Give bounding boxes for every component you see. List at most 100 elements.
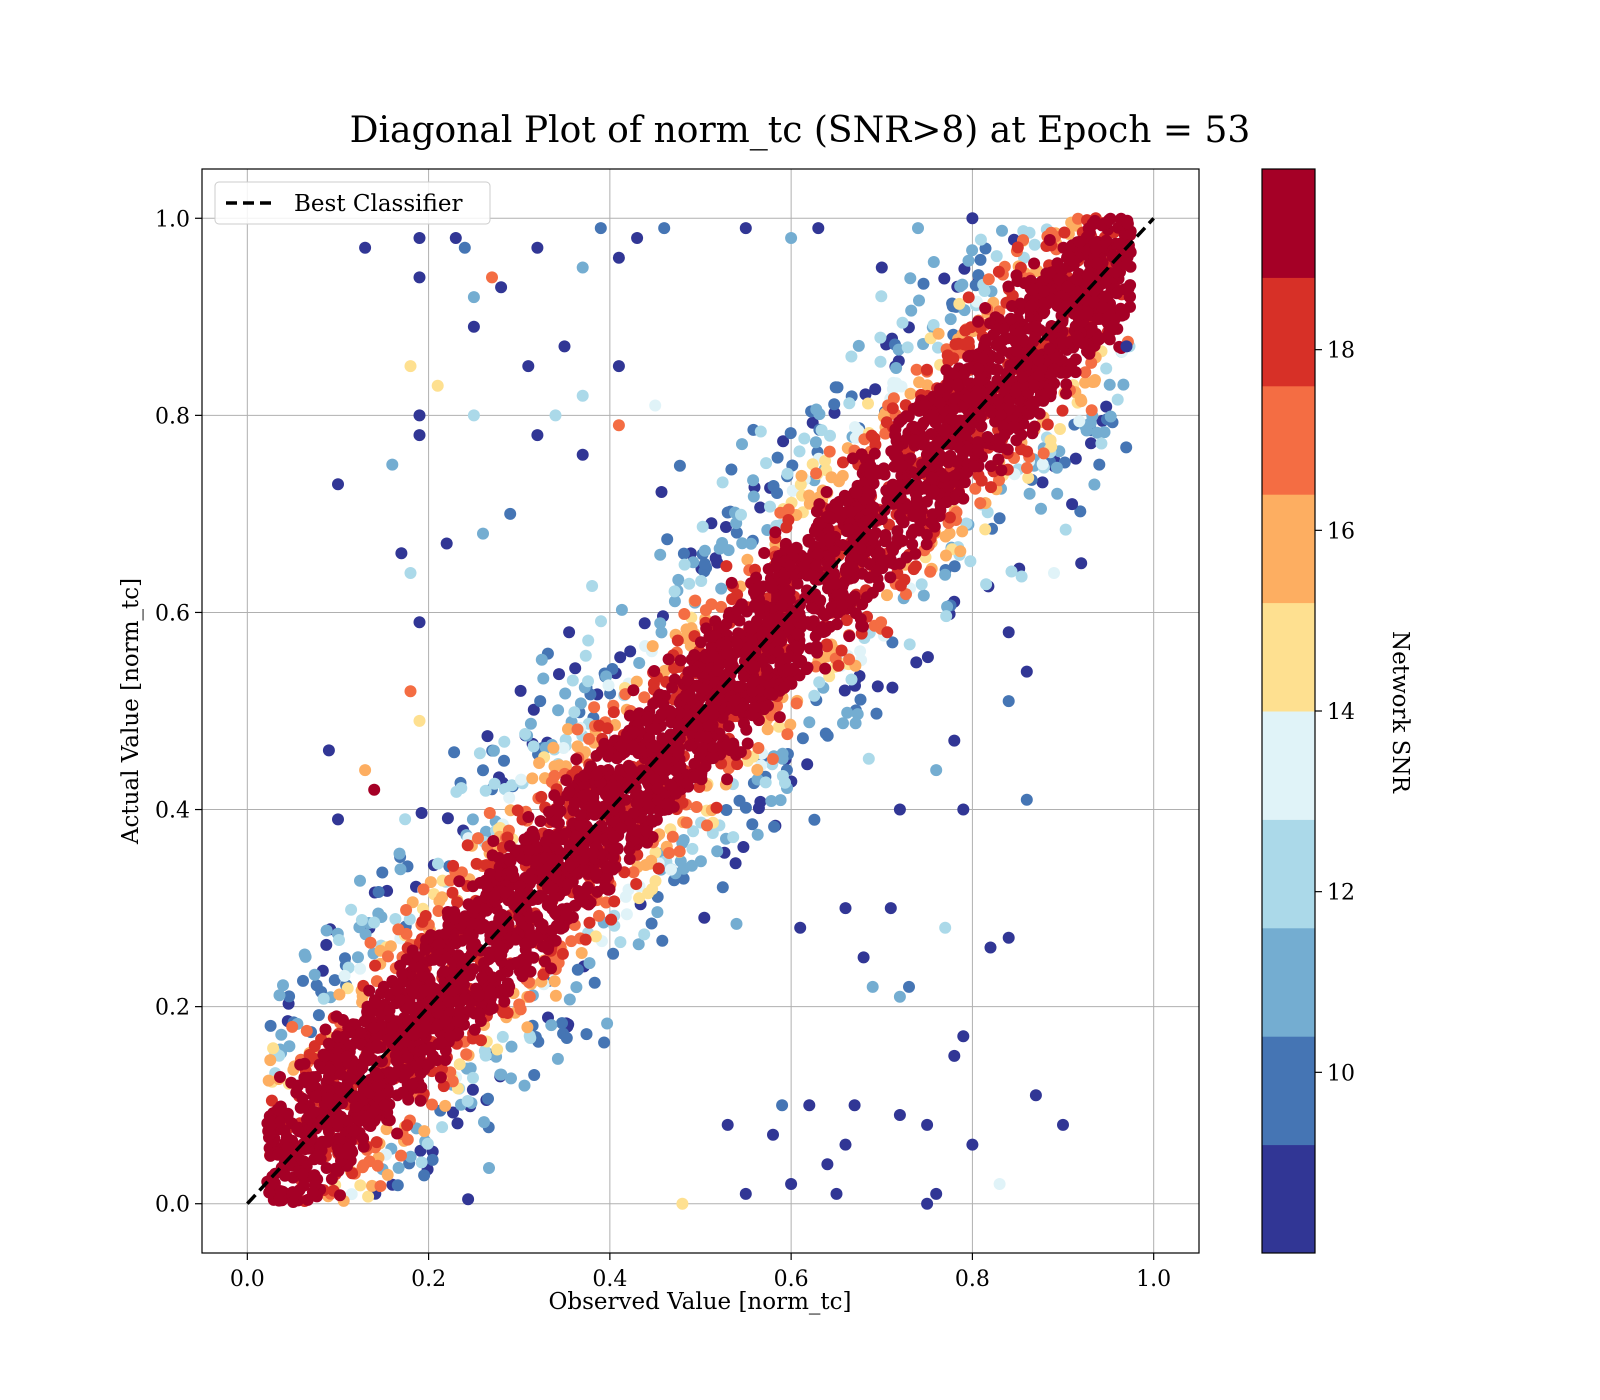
scatter-point <box>785 232 798 244</box>
scatter-point <box>1081 307 1094 319</box>
scatter-point <box>408 1028 420 1041</box>
scatter-point <box>1060 378 1073 391</box>
scatter-point <box>478 1116 490 1129</box>
scatter-point <box>553 795 566 808</box>
scatter-point <box>415 1081 428 1094</box>
scatter-point <box>887 544 899 557</box>
scatter-point <box>280 1131 293 1144</box>
scatter-point <box>737 841 750 853</box>
colorbar-segment <box>1262 602 1315 712</box>
scatter-point <box>333 988 346 1001</box>
scatter-point <box>401 1133 414 1146</box>
scatter-point <box>480 825 492 838</box>
scatter-point <box>782 663 795 676</box>
scatter-point <box>678 558 691 571</box>
scatter-point <box>752 802 765 815</box>
scatter-point <box>747 660 760 673</box>
x-tick-label: 0.2 <box>411 1267 446 1292</box>
scatter-point <box>424 876 437 889</box>
scatter-point <box>990 250 1003 263</box>
scatter-point <box>1022 471 1035 484</box>
scatter-point <box>630 878 643 890</box>
scatter-point <box>828 569 841 581</box>
scatter-point <box>751 763 764 776</box>
scatter-point <box>676 1197 689 1210</box>
scatter-point <box>969 482 982 495</box>
colorbar-label: Network SNR <box>1387 631 1413 794</box>
scatter-point <box>966 212 979 225</box>
scatter-point <box>893 803 906 816</box>
scatter-point <box>962 254 975 267</box>
scatter-point <box>980 578 993 591</box>
scatter-point <box>760 457 773 470</box>
scatter-point <box>366 1179 378 1192</box>
scatter-point <box>1124 290 1136 303</box>
scatter-point <box>879 529 892 541</box>
scatter-point <box>440 537 453 550</box>
scatter-point <box>318 1050 331 1062</box>
scatter-point <box>560 1032 573 1044</box>
scatter-point <box>394 994 407 1007</box>
scatter-point <box>964 408 976 421</box>
scatter-point <box>655 708 668 721</box>
scatter-point <box>377 980 390 993</box>
scatter-point <box>1001 443 1014 456</box>
scatter-point <box>403 913 416 926</box>
scatter-point <box>590 768 603 781</box>
scatter-point <box>1057 1118 1069 1131</box>
scatter-point <box>571 723 584 736</box>
scatter-point <box>265 1094 278 1107</box>
scatter-point <box>668 595 681 608</box>
scatter-point <box>666 830 679 843</box>
scatter-point <box>747 490 760 503</box>
scatter-point <box>400 904 413 916</box>
scatter-point <box>533 889 546 902</box>
scatter-point <box>648 665 661 677</box>
scatter-point <box>962 336 975 348</box>
scatter-point <box>1060 366 1073 379</box>
scatter-point <box>974 410 987 423</box>
scatter-point <box>778 681 791 694</box>
scatter-point <box>924 565 937 578</box>
scatter-point <box>348 1125 361 1138</box>
scatter-point <box>391 1127 404 1140</box>
scatter-point <box>877 554 890 567</box>
scatter-point <box>647 697 660 710</box>
scatter-point <box>384 940 397 953</box>
scatter-point <box>531 241 544 254</box>
scatter-point <box>1090 257 1103 270</box>
scatter-point <box>359 241 372 254</box>
scatter-point <box>583 916 596 929</box>
scatter-point <box>299 950 312 963</box>
scatter-point <box>979 242 992 255</box>
scatter-point <box>793 607 806 620</box>
scatter-point <box>418 1125 431 1138</box>
scatter-point <box>493 852 506 864</box>
scatter-point <box>1014 326 1027 339</box>
scatter-point <box>297 974 309 987</box>
scatter-point <box>993 1178 1006 1190</box>
scatter-point <box>715 582 728 595</box>
scatter-point <box>1075 557 1088 570</box>
scatter-point <box>1048 567 1060 579</box>
scatter-point <box>421 1137 434 1150</box>
scatter-point <box>518 1079 531 1092</box>
scatter-point <box>892 343 905 356</box>
scatter-point <box>487 835 500 847</box>
scatter-point <box>1045 368 1058 381</box>
scatter-point <box>353 1115 366 1128</box>
scatter-point <box>432 905 445 917</box>
scatter-point <box>415 807 428 819</box>
scatter-point <box>698 544 711 557</box>
scatter-point <box>715 600 728 613</box>
scatter-point <box>632 797 645 810</box>
scatter-point <box>730 917 743 930</box>
best-classifier-line-group <box>246 217 1155 1205</box>
scatter-point <box>903 638 916 651</box>
scatter-point <box>751 828 764 841</box>
scatter-point <box>707 708 720 721</box>
scatter-point <box>930 1187 943 1200</box>
scatter-point <box>416 915 429 928</box>
scatter-point <box>731 758 744 771</box>
